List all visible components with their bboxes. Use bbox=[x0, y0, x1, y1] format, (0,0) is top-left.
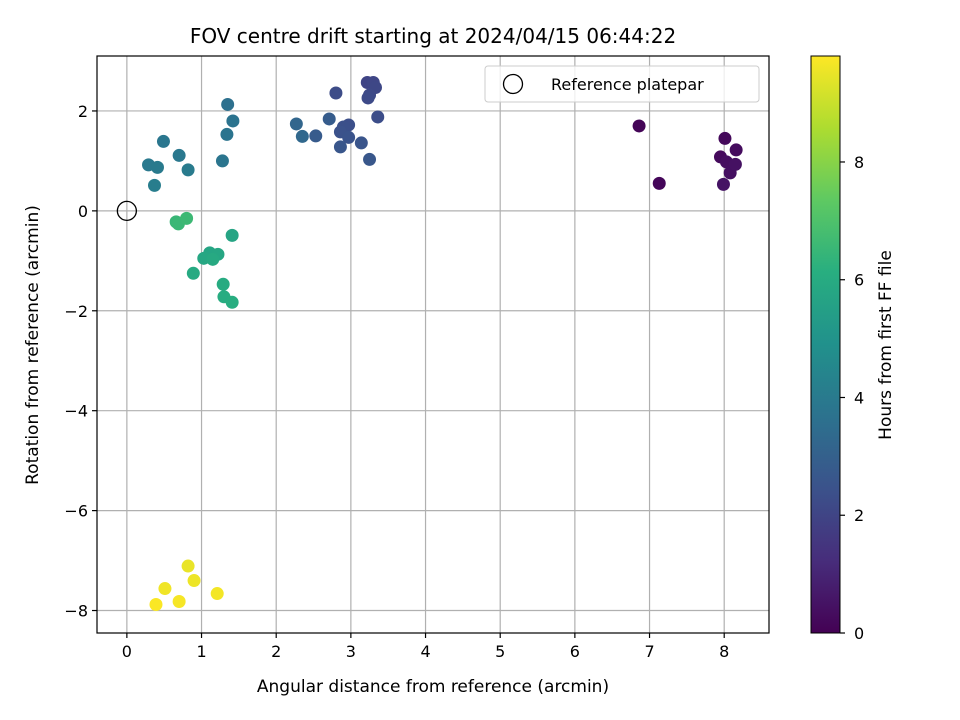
x-tick-label: 5 bbox=[495, 642, 505, 661]
scatter-point bbox=[361, 91, 375, 105]
scatter-point bbox=[329, 86, 343, 100]
scatter-point bbox=[226, 114, 240, 128]
colorbar-tick-label: 0 bbox=[854, 624, 864, 643]
scatter-point bbox=[172, 148, 186, 162]
plot-area-frame bbox=[96, 55, 770, 634]
scatter-point bbox=[225, 228, 239, 242]
scatter-point bbox=[333, 140, 347, 154]
x-axis-ticks: 0 1 2 3 4 5 6 7 8 bbox=[122, 633, 729, 661]
data-points bbox=[142, 75, 743, 612]
scatter-point bbox=[363, 152, 377, 166]
x-tick-label: 4 bbox=[420, 642, 430, 661]
scatter-point bbox=[728, 157, 742, 171]
y-tick-label: −2 bbox=[64, 302, 88, 321]
scatter-point bbox=[156, 134, 170, 148]
y-tick-label: −8 bbox=[64, 602, 88, 621]
x-tick-label: 3 bbox=[346, 642, 356, 661]
reference-platepar-marker bbox=[116, 200, 138, 222]
scatter-point bbox=[225, 295, 239, 309]
scatter-point bbox=[215, 154, 229, 168]
reference-point bbox=[116, 200, 138, 222]
scatter-point bbox=[289, 117, 303, 131]
colorbar-tick-label: 8 bbox=[854, 153, 864, 172]
scatter-point bbox=[210, 587, 224, 601]
x-tick-label: 6 bbox=[570, 642, 580, 661]
scatter-point bbox=[221, 97, 235, 111]
scatter-point bbox=[220, 127, 234, 141]
scatter-point bbox=[172, 595, 186, 609]
colorbar: 0 2 4 6 8 Hours from first FF file bbox=[810, 55, 896, 643]
scatter-point bbox=[186, 266, 200, 280]
colorbar-gradient bbox=[810, 55, 841, 634]
scatter-point bbox=[718, 131, 732, 145]
scatter-point bbox=[652, 176, 666, 190]
grid-lines bbox=[97, 56, 769, 633]
x-tick-label: 2 bbox=[271, 642, 281, 661]
scatter-point bbox=[216, 277, 230, 291]
x-tick-label: 0 bbox=[122, 642, 132, 661]
x-tick-label: 1 bbox=[196, 642, 206, 661]
x-axis-label: Angular distance from reference (arcmin) bbox=[257, 677, 609, 697]
scatter-point bbox=[181, 559, 195, 573]
scatter-point bbox=[342, 130, 356, 144]
colorbar-label: Hours from first FF file bbox=[876, 250, 896, 440]
colorbar-tick-label: 2 bbox=[854, 506, 864, 525]
scatter-point bbox=[181, 163, 195, 177]
scatter-point bbox=[729, 143, 743, 157]
x-tick-label: 7 bbox=[644, 642, 654, 661]
y-axis-ticks: −8 −6 −4 −2 0 2 bbox=[64, 102, 97, 621]
scatter-point bbox=[295, 129, 309, 143]
scatter-point bbox=[187, 574, 201, 588]
scatter-point bbox=[147, 178, 161, 192]
scatter-point bbox=[206, 252, 220, 266]
colorbar-tick-label: 6 bbox=[854, 271, 864, 290]
scatter-point bbox=[158, 582, 172, 596]
scatter-point bbox=[716, 177, 730, 191]
scatter-point bbox=[180, 211, 194, 225]
scatter-point bbox=[322, 112, 336, 126]
y-tick-label: 0 bbox=[78, 202, 88, 221]
colorbar-tick-label: 4 bbox=[854, 388, 864, 407]
scatter-point bbox=[632, 119, 646, 133]
scatter-point bbox=[149, 598, 163, 612]
scatter-point bbox=[150, 160, 164, 174]
legend-marker-icon bbox=[502, 73, 524, 95]
scatter-point bbox=[371, 110, 385, 124]
scatter-point bbox=[354, 136, 368, 150]
x-tick-label: 8 bbox=[719, 642, 729, 661]
scatter-point bbox=[309, 129, 323, 143]
y-tick-label: −6 bbox=[64, 502, 88, 521]
y-tick-label: −4 bbox=[64, 402, 88, 421]
chart-title: FOV centre drift starting at 2024/04/15 … bbox=[190, 24, 676, 48]
legend-box bbox=[484, 65, 760, 103]
y-tick-label: 2 bbox=[78, 102, 88, 121]
legend: Reference platepar bbox=[484, 65, 760, 103]
legend-label: Reference platepar bbox=[551, 75, 704, 94]
y-axis-label: Rotation from reference (arcmin) bbox=[23, 205, 43, 485]
colorbar-ticks: 0 2 4 6 8 bbox=[840, 153, 864, 643]
